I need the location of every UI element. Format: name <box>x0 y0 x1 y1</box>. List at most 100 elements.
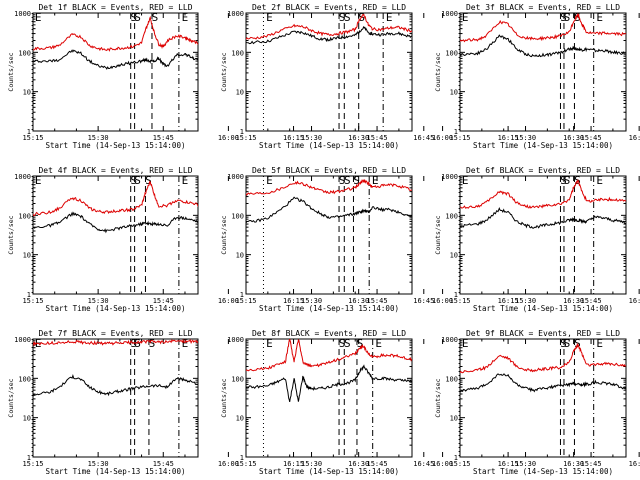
y-tick-label: 100 <box>231 49 244 57</box>
detector-panel: Det 2f BLACK = Events, RED = LLD 1 10 100 10… <box>220 3 640 150</box>
x-tick-label: 16:15 <box>498 297 519 305</box>
plot-frame <box>32 175 199 295</box>
y-tick-label: 10 <box>450 89 458 97</box>
x-tick-label: 16:00 <box>218 460 239 468</box>
event-marker-label: S <box>130 174 137 187</box>
event-marker-label: E <box>266 174 273 187</box>
y-tick-label: 10 <box>236 415 244 423</box>
x-tick-label: 16:45 <box>629 297 640 305</box>
plot-frame <box>245 338 413 458</box>
x-tick-label: 15:30 <box>88 460 109 468</box>
event-marker-label: E <box>596 174 603 187</box>
panel-title: Det 4f BLACK = Events, RED = LLD <box>38 166 192 175</box>
x-tick-label: 15:30 <box>515 460 536 468</box>
y-tick-label: 100 <box>445 212 458 220</box>
x-tick-label: 15:45 <box>367 297 388 305</box>
event-marker-label: E <box>266 11 273 24</box>
x-tick-label: 16:30 <box>348 297 369 305</box>
x-tick-label: 16:45 <box>629 460 640 468</box>
panel-title: Det 8f BLACK = Events, RED = LLD <box>252 329 406 338</box>
y-tick-label: 10 <box>450 252 458 260</box>
plot-frame <box>459 12 627 132</box>
y-tick-label: 1000 <box>14 10 31 18</box>
plot-frame <box>245 12 413 132</box>
x-tick-label: 16:15 <box>283 134 304 142</box>
plot-frame <box>32 338 199 458</box>
x-tick-label: 16:45 <box>413 460 434 468</box>
panel-title: Det 2f BLACK = Events, RED = LLD <box>252 3 406 12</box>
x-tick-label: 15:15 <box>22 460 43 468</box>
panel-title: Det 9f BLACK = Events, RED = LLD <box>466 329 620 338</box>
x-tick-label: 15:45 <box>367 460 388 468</box>
events-series-line <box>33 49 198 70</box>
y-tick-label: 1000 <box>14 336 31 344</box>
lld-series-line <box>33 180 198 217</box>
y-axis-label: Counts/sec <box>434 215 442 254</box>
lld-series-line <box>460 13 626 43</box>
x-tick-label: 15:30 <box>88 134 109 142</box>
x-tick-label: 15:15 <box>449 134 470 142</box>
y-tick-label: 10 <box>23 89 31 97</box>
y-tick-label: 1000 <box>441 10 458 18</box>
x-tick-label: 15:15 <box>22 297 43 305</box>
y-axis-label: Counts/sec <box>220 215 228 254</box>
event-marker-label: S <box>353 174 360 187</box>
lld-series-line <box>246 178 412 196</box>
x-tick-label: 15:30 <box>515 134 536 142</box>
event-marker-label: S <box>134 11 141 24</box>
x-tick-label: 16:15 <box>498 134 519 142</box>
y-axis-label: Counts/sec <box>220 52 228 91</box>
event-marker-label: E <box>596 337 603 350</box>
x-tick-label: 15:15 <box>235 134 256 142</box>
x-tick-label: 15:15 <box>235 460 256 468</box>
x-tick-label: 16:00 <box>432 134 453 142</box>
x-tick-label: 15:15 <box>235 297 256 305</box>
event-marker-label: E <box>266 337 273 350</box>
event-marker-label: S <box>339 11 346 24</box>
event-marker-label: S <box>130 337 137 350</box>
event-marker-label: S <box>574 11 581 24</box>
event-marker-label: S <box>339 174 346 187</box>
x-tick-label: 16:00 <box>218 297 239 305</box>
x-axis-label: Start Time (14-Sep-13 15:14:00) <box>473 141 613 150</box>
y-axis-label: Counts/sec <box>434 52 442 91</box>
panel-title: Det 3f BLACK = Events, RED = LLD <box>466 3 620 12</box>
x-tick-label: 15:45 <box>153 460 174 468</box>
y-tick-label: 1000 <box>227 10 244 18</box>
event-marker-label: S <box>134 174 141 187</box>
lld-series-line <box>33 339 198 347</box>
event-marker-label: E <box>182 174 189 187</box>
x-tick-label: 16:00 <box>218 134 239 142</box>
event-marker-label: E <box>462 337 469 350</box>
y-tick-label: 100 <box>231 212 244 220</box>
x-tick-label: 16:45 <box>629 134 640 142</box>
events-series-line <box>246 364 412 403</box>
y-axis-label: Counts/sec <box>220 378 228 417</box>
y-tick-label: 10 <box>23 415 31 423</box>
panel-title: Det 7f BLACK = Events, RED = LLD <box>38 329 192 338</box>
events-series-line <box>246 196 412 224</box>
x-tick-label: 15:45 <box>581 460 602 468</box>
y-tick-label: 1 <box>27 128 31 136</box>
x-tick-label: 15:30 <box>515 297 536 305</box>
detector-panel: Det 6f BLACK = Events, RED = LLD 1 10 100 10… <box>434 166 627 313</box>
y-axis-label: Counts/sec <box>7 215 15 254</box>
y-tick-label: 100 <box>18 375 31 383</box>
lld-series-line <box>246 13 412 41</box>
x-axis-label: Start Time (14-Sep-13 15:14:00) <box>259 467 399 476</box>
y-tick-label: 1000 <box>227 173 244 181</box>
panel-title: Det 1f BLACK = Events, RED = LLD <box>38 3 192 12</box>
detector-panel: Det 1f BLACK = Events, RED = LLD 1 10 100 10… <box>7 3 434 150</box>
y-axis-label: Counts/sec <box>7 378 15 417</box>
event-marker-label: E <box>182 11 189 24</box>
detector-panel: Det 7f BLACK = Events, RED = LLD 1 10 100 10… <box>7 329 434 476</box>
detector-panel: Det 4f BLACK = Events, RED = LLD 1 10 100 10… <box>7 166 434 313</box>
y-tick-label: 1000 <box>14 173 31 181</box>
event-marker-label: S <box>564 11 571 24</box>
x-axis-label: Start Time (14-Sep-13 15:14:00) <box>259 304 399 313</box>
x-tick-label: 16:15 <box>498 460 519 468</box>
y-tick-label: 100 <box>445 375 458 383</box>
x-tick-label: 16:00 <box>432 297 453 305</box>
y-tick-label: 1 <box>27 454 31 462</box>
